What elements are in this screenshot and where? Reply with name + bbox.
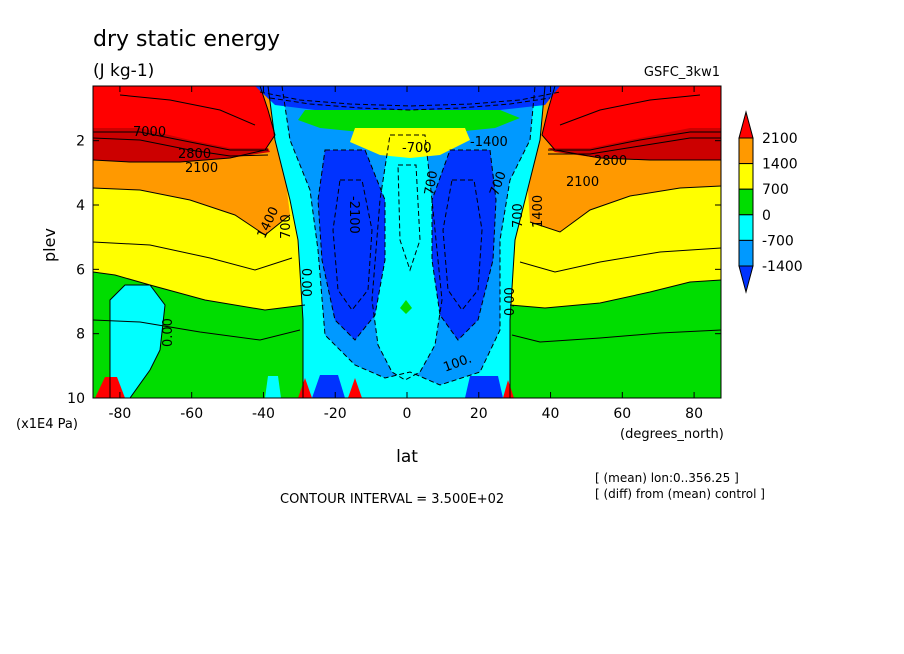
model-label: GSFC_3kw1 [644,65,720,80]
note-diff: [ (diff) from (mean) control ] [595,487,765,501]
x-tick-label: -40 [252,406,275,422]
colorbar-box [738,188,754,216]
colorbar-label: 2100 [762,131,798,147]
contour-label: -1400 [470,135,508,150]
x-tick-label: 0 [403,406,412,422]
colorbar-box [738,214,754,241]
contour-interval: CONTOUR INTERVAL = 3.500E+02 [280,492,504,507]
x-axis-label: lat [396,447,418,467]
x-tick-label: -20 [324,406,347,422]
colorbar-label: 700 [762,182,789,198]
band-cyan-tongue [372,135,442,380]
contour-label: 7000 [133,125,166,140]
contour-label: 2800 [178,147,211,162]
contour-label: -700 [402,141,432,156]
contour-label: 0.00 [298,268,313,297]
colorbar-label: 0 [762,208,771,224]
surface-blue-2 [465,376,503,398]
x-tick-label: -80 [108,406,131,422]
chart-units: (J kg-1) [93,61,154,81]
contour-label: 0.00 [161,318,176,347]
upper-yellow [350,128,470,158]
x-axis: -80 -60 -40 -20 0 20 40 60 80 [108,86,703,422]
core-right [432,150,496,340]
y-tick-label: 4 [76,198,85,214]
y-tick-label: 8 [76,327,85,343]
surface-cyan-2 [265,376,281,398]
chart-title: dry static energy [93,27,280,52]
dashed-contours [259,86,561,386]
colorbar-box [738,163,754,190]
x-tick-label: 40 [542,406,560,422]
contour-lines [93,86,721,398]
colorbar-label: 1400 [762,157,798,173]
surface-cyan-left [110,285,165,398]
colorbar-triangle-top [738,110,754,139]
contour-label: 0.00 [503,287,518,316]
surface-red-3 [348,378,362,398]
surface-red-2 [298,378,312,398]
note-mean: [ (mean) lon:0..356.25 ] [595,471,739,485]
plot-area [93,86,721,398]
y-tick-label: 2 [76,134,85,150]
y-tick-label: 10 [67,391,85,407]
y-axis: 2 4 6 8 10 [67,134,721,407]
contour-label: -2100 [346,196,361,234]
y-tick-label: 6 [76,262,85,278]
band-dark-left [93,128,270,162]
contour-label: 2100 [566,175,599,190]
contour-label: 700 [511,203,526,228]
surface-blue-1 [312,375,345,398]
contour-label: 1400 [531,195,546,228]
colorbar-triangle-bottom [738,265,754,294]
x-tick-label: 20 [470,406,488,422]
x-tick-label: -60 [180,406,203,422]
contour-label: 700 [279,214,294,239]
y-axis-label: plev [40,228,59,262]
contour-label: 2800 [594,154,627,169]
band-dark-right [548,128,721,160]
colorbar-label: -1400 [762,259,803,275]
colorbar: 2100 1400 700 0 -700 -1400 [738,110,803,294]
y-axis-units: (x1E4 Pa) [16,417,78,432]
colorbar-box [738,239,754,267]
x-tick-label: 80 [685,406,703,422]
contour-label-group: 7000 2800 2100 1400 700 0.00 -700 -2100 … [133,125,627,375]
x-tick-label: 60 [613,406,631,422]
contour-label: 2100 [185,161,218,176]
core-left [318,150,385,340]
surface-green-dot [400,300,412,314]
upper-blue [255,86,560,114]
contour-label: 700 [422,170,441,197]
surface-red-4 [503,380,514,398]
colorbar-label: -700 [762,233,794,249]
colorbar-box [738,137,754,165]
x-axis-units: (degrees_north) [620,427,724,442]
